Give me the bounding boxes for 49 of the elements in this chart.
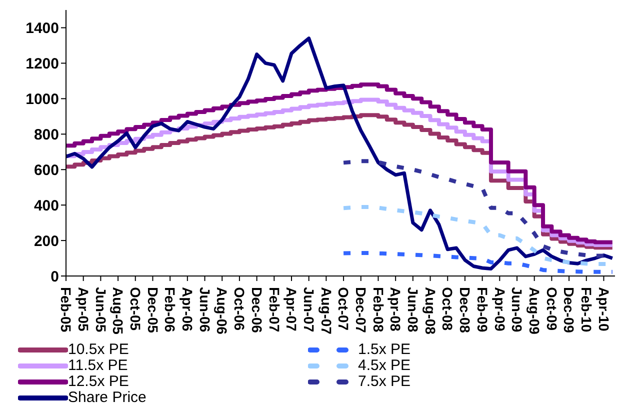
- legend-label: 1.5x PE: [358, 341, 411, 358]
- x-tick-label: Jun-09: [509, 287, 526, 332]
- x-tick-label: Dec-09: [561, 287, 578, 334]
- y-tick-label: 600: [34, 162, 59, 179]
- y-tick-label: 1200: [26, 56, 59, 73]
- x-tick-label: Feb-06: [162, 287, 178, 332]
- x-tick-label: Apr-07: [284, 287, 300, 332]
- x-tick-label: Apr-05: [75, 287, 92, 332]
- legend-label: 11.5x PE: [68, 357, 128, 374]
- x-tick-label: Jun-07: [300, 287, 317, 332]
- x-tick-label: Dec-07: [352, 287, 369, 334]
- x-tick-label: Aug-08: [422, 287, 438, 335]
- x-tick-label: Feb-05: [58, 287, 74, 332]
- legend-label: 4.5x PE: [358, 357, 411, 374]
- y-tick-label: 0: [50, 268, 59, 286]
- legend-label: 7.5x PE: [358, 373, 411, 390]
- x-tick-label: Jun-08: [405, 287, 422, 332]
- y-tick-label: 1000: [26, 90, 59, 108]
- x-tick-label: Apr-06: [180, 287, 196, 332]
- x-tick-label: Feb-08: [370, 287, 386, 332]
- x-tick-label: Apr-08: [388, 287, 404, 332]
- x-tick-label: Feb-07: [266, 287, 282, 332]
- x-tick-label: Oct-08: [440, 287, 456, 331]
- x-tick-label: Feb-10: [578, 287, 594, 332]
- y-tick-label: 1400: [26, 20, 59, 38]
- legend-label: Share Price: [68, 389, 146, 406]
- line-series: [66, 36, 614, 270]
- x-tick-label: Jun-05: [92, 287, 109, 332]
- legend-label: 10.5x PE: [68, 341, 129, 358]
- line-series: [342, 250, 614, 274]
- y-tick-label: 200: [34, 232, 59, 250]
- x-tick-label: Aug-05: [110, 287, 126, 335]
- x-tick-label: Dec-05: [144, 287, 161, 334]
- x-tick-label: Aug-07: [318, 287, 334, 335]
- x-tick-label: Oct-05: [127, 287, 144, 331]
- x-tick-label: Dec-08: [457, 287, 474, 334]
- x-tick-label: Aug-06: [214, 287, 230, 335]
- x-tick-label: Jun-06: [196, 287, 213, 332]
- x-tick-label: Feb-09: [474, 287, 490, 332]
- x-tick-label: Aug-09: [526, 287, 542, 335]
- y-tick-label: 400: [34, 197, 59, 214]
- x-tick-label: Oct-07: [336, 287, 352, 331]
- x-tick-label: Oct-09: [544, 287, 560, 331]
- x-tick-label: Dec-06: [248, 287, 265, 334]
- y-tick-label: 800: [34, 126, 59, 144]
- x-tick-label: Apr-09: [492, 287, 508, 332]
- legend-label: 12.5x PE: [68, 373, 129, 390]
- x-tick-label: Oct-06: [232, 287, 248, 331]
- x-tick-label: Apr-10: [596, 287, 612, 332]
